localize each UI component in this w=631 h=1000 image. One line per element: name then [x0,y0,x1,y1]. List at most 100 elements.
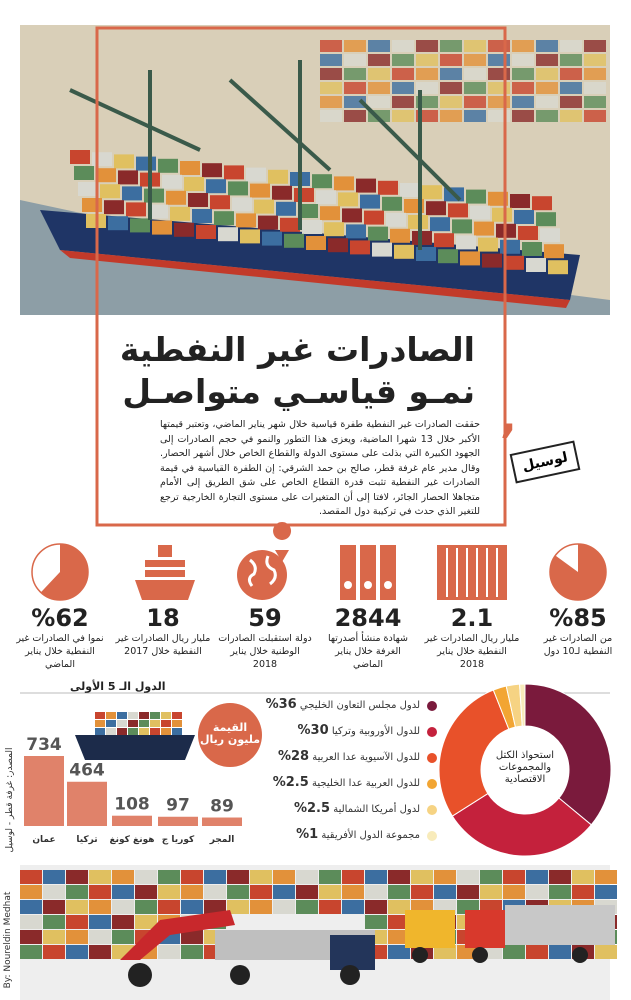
container [334,176,354,191]
trucks [120,905,615,987]
donut-slice [451,792,592,857]
container [500,239,520,254]
yard-container [392,96,414,108]
bar-ship-containers [95,712,182,735]
yard-container [440,110,462,122]
container [152,220,172,235]
stacked-container [227,900,249,914]
bar-value: 97 [166,796,190,816]
container [128,712,138,719]
legend-value: %2.5 [293,801,331,816]
container [280,217,300,232]
container [108,216,128,231]
container [82,198,102,212]
stacked-container [388,900,410,914]
stacked-container [434,885,456,899]
stacked-container [20,885,42,899]
yard-container [536,54,558,66]
container [117,728,127,735]
yard-container [464,96,486,108]
stacked-container [112,870,134,884]
stacked-container [434,870,456,884]
container [114,154,134,169]
yard-container [560,110,582,122]
yard-container [488,68,510,80]
container [284,233,304,248]
stacked-container [43,945,65,959]
logo-box [509,440,581,484]
yard-container [560,40,582,52]
stat-text: مليار ريال الصادرات غير النفطية خلال 201… [115,633,211,657]
legend-value: %1 [296,827,319,842]
stacked-container [388,915,410,929]
container [298,204,318,218]
container [364,210,384,225]
stacked-container [572,870,594,884]
container [202,163,222,178]
stacked-container [66,870,88,884]
yard-container [464,54,486,66]
container [184,177,204,191]
yard-container [392,40,414,52]
stacked-container [135,870,157,884]
yard-container [488,110,510,122]
yard-container [488,96,510,108]
yard-container [320,82,342,94]
stacked-container [273,870,295,884]
container [118,170,138,185]
legend-marker [427,753,437,763]
bar-value: 464 [69,761,105,781]
stacked-container [526,945,548,959]
yard-container [344,54,366,66]
stacked-container [158,870,180,884]
yard-container [584,110,606,122]
stat-pie-slice [40,544,88,600]
stacked-container [66,945,88,959]
stacked-container [388,945,410,959]
container [106,712,116,719]
yard-container [344,68,366,80]
stat-number: 2844 [335,604,402,632]
legend-label: للدول الآسيوية عدا العربية [312,752,420,763]
yard-container [320,68,342,80]
stacked-container [89,900,111,914]
stacked-container [503,945,525,959]
container [514,210,534,224]
stacked-container [43,870,65,884]
stat-text: نموا في الصادرات غير النفطية خلال يناير … [16,633,104,670]
container [510,194,530,208]
stacked-container [296,870,318,884]
yard-container [368,82,390,94]
stacked-container [112,885,134,899]
yard-container [584,96,606,108]
container [488,191,508,206]
legend-marker [427,831,437,841]
stacked-container [89,945,111,959]
bar-subtitle: القيمة مليون ريال [199,721,261,746]
container [262,231,282,246]
stacked-container [411,885,433,899]
container [232,197,252,212]
legend-entry: %30 للدول الأوروبية وتركيا [250,723,420,738]
bar-ship-hull [75,735,195,760]
bar-value: 108 [114,795,150,815]
cranes [69,60,462,250]
yard-container [512,40,534,52]
yard-container [416,68,438,80]
stacked-container [526,885,548,899]
legend-marker [427,727,437,737]
container [390,228,410,243]
quote-mark: , [500,392,517,443]
container [136,156,156,171]
legend-marker [427,701,437,711]
container [70,150,90,164]
stat-text: شهادة منشأ أصدرتها الغرفة خلال يناير الم… [327,633,408,670]
bar [67,781,107,826]
bar [112,815,152,826]
legend-value: %2.5 [272,775,309,790]
yard-container [320,54,342,66]
stacked-container [342,900,364,914]
yard-container [440,40,462,52]
stat-number: 2.1 [451,604,494,632]
container [504,255,524,270]
